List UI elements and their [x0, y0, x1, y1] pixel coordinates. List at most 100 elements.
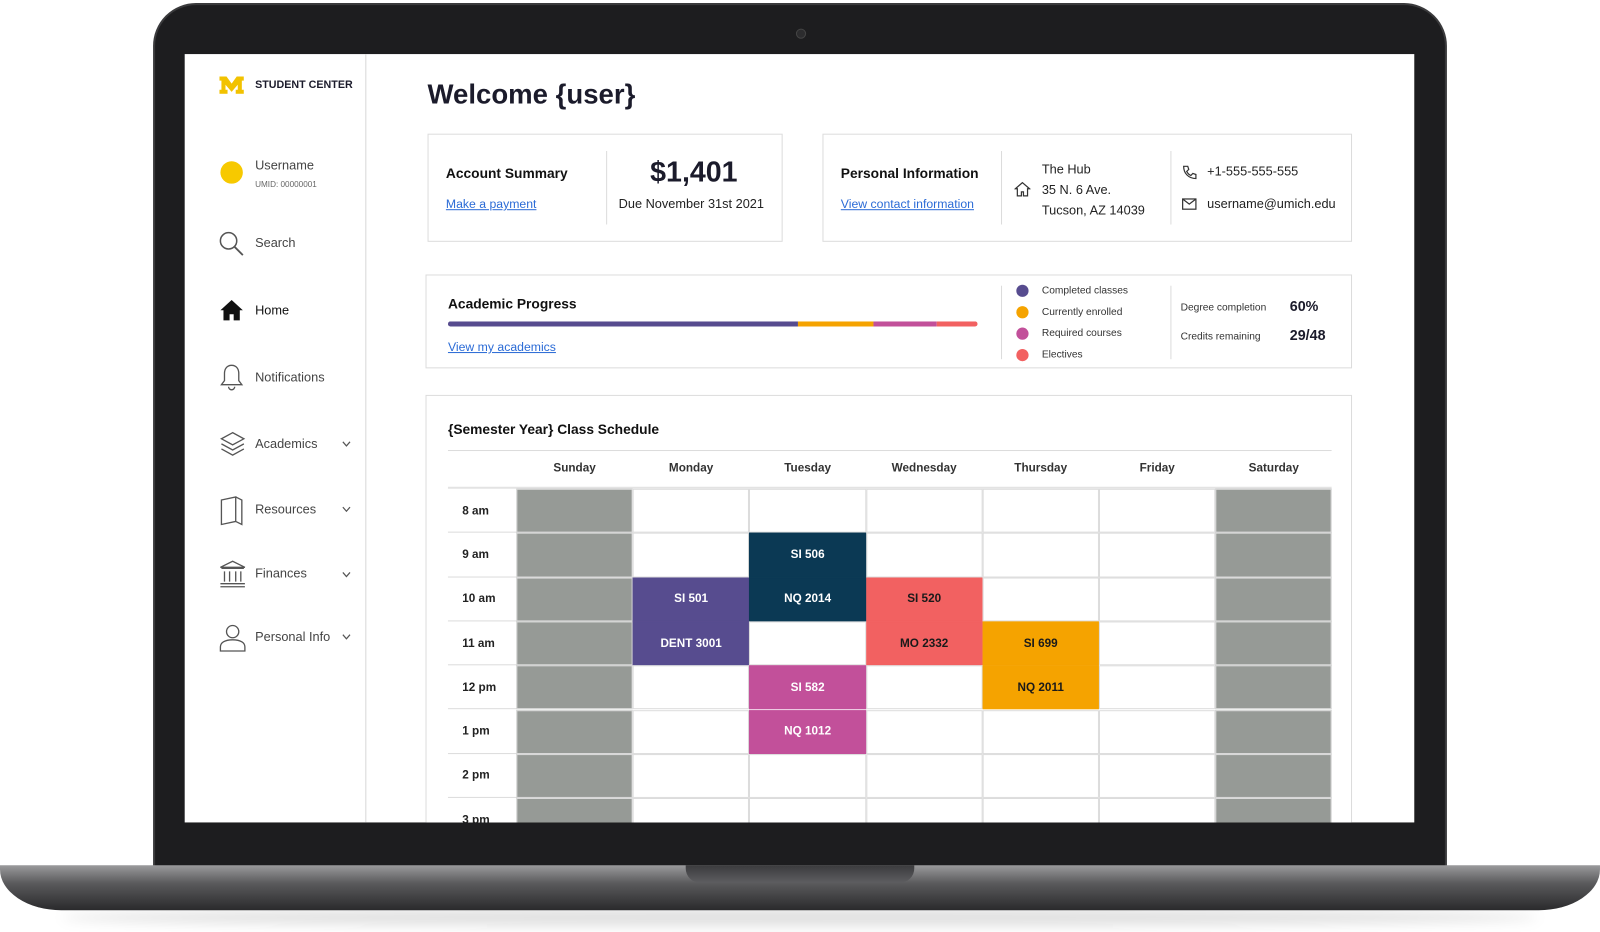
nav-item[interactable]: Home — [255, 303, 290, 318]
chevron[interactable] — [342, 634, 351, 640]
nav-item[interactable]: Finances — [255, 566, 307, 581]
schedule-cell — [749, 753, 866, 799]
schedule-cell — [1098, 753, 1216, 799]
brand: STUDENT CENTER — [255, 78, 353, 91]
class-label[interactable]: NQ 2014 — [784, 593, 832, 606]
class-label[interactable]: SI 699 — [1023, 637, 1058, 650]
chevron[interactable] — [342, 441, 351, 447]
legend-dot — [1016, 284, 1029, 297]
schedule-cell — [632, 798, 750, 823]
nav-item[interactable]: Resources — [255, 502, 317, 517]
nav-item[interactable]: Personal Info — [255, 629, 331, 644]
nav-item[interactable]: Notifications — [255, 370, 325, 385]
progress-bar — [447, 321, 978, 327]
day-header: Friday — [1139, 462, 1175, 475]
class-block[interactable]: SI 506 — [749, 532, 866, 578]
chevron[interactable] — [342, 506, 351, 513]
due-date: Due November 31st 2021 — [618, 196, 764, 212]
academics-icon[interactable] — [219, 431, 246, 458]
class-block[interactable]: DENT 3001 — [632, 621, 750, 666]
class-label[interactable]: SI 520 — [907, 593, 942, 606]
class-label[interactable]: SI 582 — [790, 681, 825, 694]
contact-link[interactable]: View contact information — [840, 196, 974, 212]
schedule-cell — [1098, 532, 1216, 578]
class-label[interactable]: SI 506 — [790, 548, 825, 562]
legend-label: Electives — [1041, 349, 1083, 361]
academics-link[interactable]: View my academics — [447, 339, 556, 355]
bell-icon[interactable] — [219, 363, 244, 392]
payment-link[interactable]: Make a payment — [445, 196, 537, 212]
schedule-cell — [982, 577, 1099, 622]
day-header: Thursday — [1014, 462, 1068, 475]
camera — [795, 28, 807, 39]
time-cell — [447, 577, 517, 622]
divider — [1001, 151, 1003, 225]
schedule-cell — [749, 488, 866, 533]
person-icon[interactable] — [219, 623, 246, 652]
schedule-cell — [632, 532, 750, 578]
finances-icon[interactable] — [219, 559, 246, 588]
schedule-cell — [982, 488, 1099, 533]
time-cell — [447, 754, 517, 799]
schedule-cell — [1215, 798, 1333, 823]
class-block[interactable]: SI 699 — [982, 621, 1099, 666]
chevron[interactable] — [342, 571, 351, 578]
day-header: Monday — [668, 462, 714, 475]
class-label[interactable]: SI 501 — [674, 593, 709, 606]
class-block[interactable]: NQ 2014 — [749, 577, 866, 622]
card-title: Personal Information — [840, 165, 979, 182]
class-block[interactable]: MO 2332 — [865, 621, 983, 666]
legend-dot — [1016, 348, 1029, 362]
schedule-cell — [1215, 665, 1333, 710]
schedule-cell — [1098, 665, 1216, 710]
divider — [447, 449, 1332, 452]
home-icon[interactable] — [219, 299, 243, 321]
schedule-cell — [982, 709, 1099, 754]
class-block[interactable]: SI 582 — [749, 665, 866, 710]
schedule-cell — [516, 621, 633, 666]
class-block[interactable]: SI 501 — [632, 577, 750, 622]
nav-item[interactable]: Academics — [255, 436, 318, 452]
schedule-cell — [1215, 621, 1333, 666]
class-block[interactable]: SI 520 — [865, 577, 983, 622]
class-block[interactable]: NQ 1012 — [749, 709, 866, 754]
time-label: 10 am — [462, 593, 496, 606]
class-label[interactable]: NQ 1012 — [784, 725, 832, 738]
username[interactable]: Username — [255, 158, 314, 173]
avatar[interactable] — [220, 161, 243, 184]
time-cell — [447, 621, 517, 666]
legend-label: Completed classes — [1041, 285, 1129, 297]
time-cell — [447, 489, 517, 533]
schedule-cell — [1215, 577, 1333, 622]
day-header: Sunday — [553, 462, 596, 475]
time-label: 9 am — [462, 548, 489, 562]
personal-info-card: Personal Information View contact inform… — [822, 133, 1353, 242]
search-icon[interactable] — [218, 231, 245, 258]
class-block[interactable]: NQ 2011 — [982, 665, 1099, 710]
amount-due: $1,401 — [650, 156, 738, 188]
logo[interactable] — [219, 76, 244, 94]
schedule-cell — [982, 532, 1099, 578]
schedule-cell — [1215, 753, 1333, 799]
schedule-cell — [865, 798, 983, 823]
stat-label: Credits remaining — [1180, 331, 1261, 343]
legend-dot — [1016, 306, 1029, 319]
schedule-cell — [516, 532, 633, 578]
day-header: Tuesday — [784, 462, 832, 475]
progress-segment — [447, 321, 798, 327]
legend-label: Required courses — [1041, 328, 1122, 340]
academic-progress-card: Academic Progress View my academics Comp… — [425, 274, 1353, 369]
schedule-cell — [1098, 621, 1216, 666]
sidebar: STUDENT CENTER Username UMID: 00000001 S… — [185, 54, 367, 823]
divider — [1001, 285, 1003, 360]
class-label[interactable]: MO 2332 — [900, 637, 949, 650]
class-label[interactable]: DENT 3001 — [660, 637, 722, 650]
schedule-cell — [632, 709, 750, 754]
phone: +1-555-555-555 — [1207, 164, 1299, 179]
class-label[interactable]: NQ 2011 — [1017, 681, 1064, 694]
resources-icon[interactable] — [219, 495, 246, 526]
nav-item[interactable]: Search — [255, 235, 296, 250]
page-title: Welcome {user} — [427, 79, 636, 110]
